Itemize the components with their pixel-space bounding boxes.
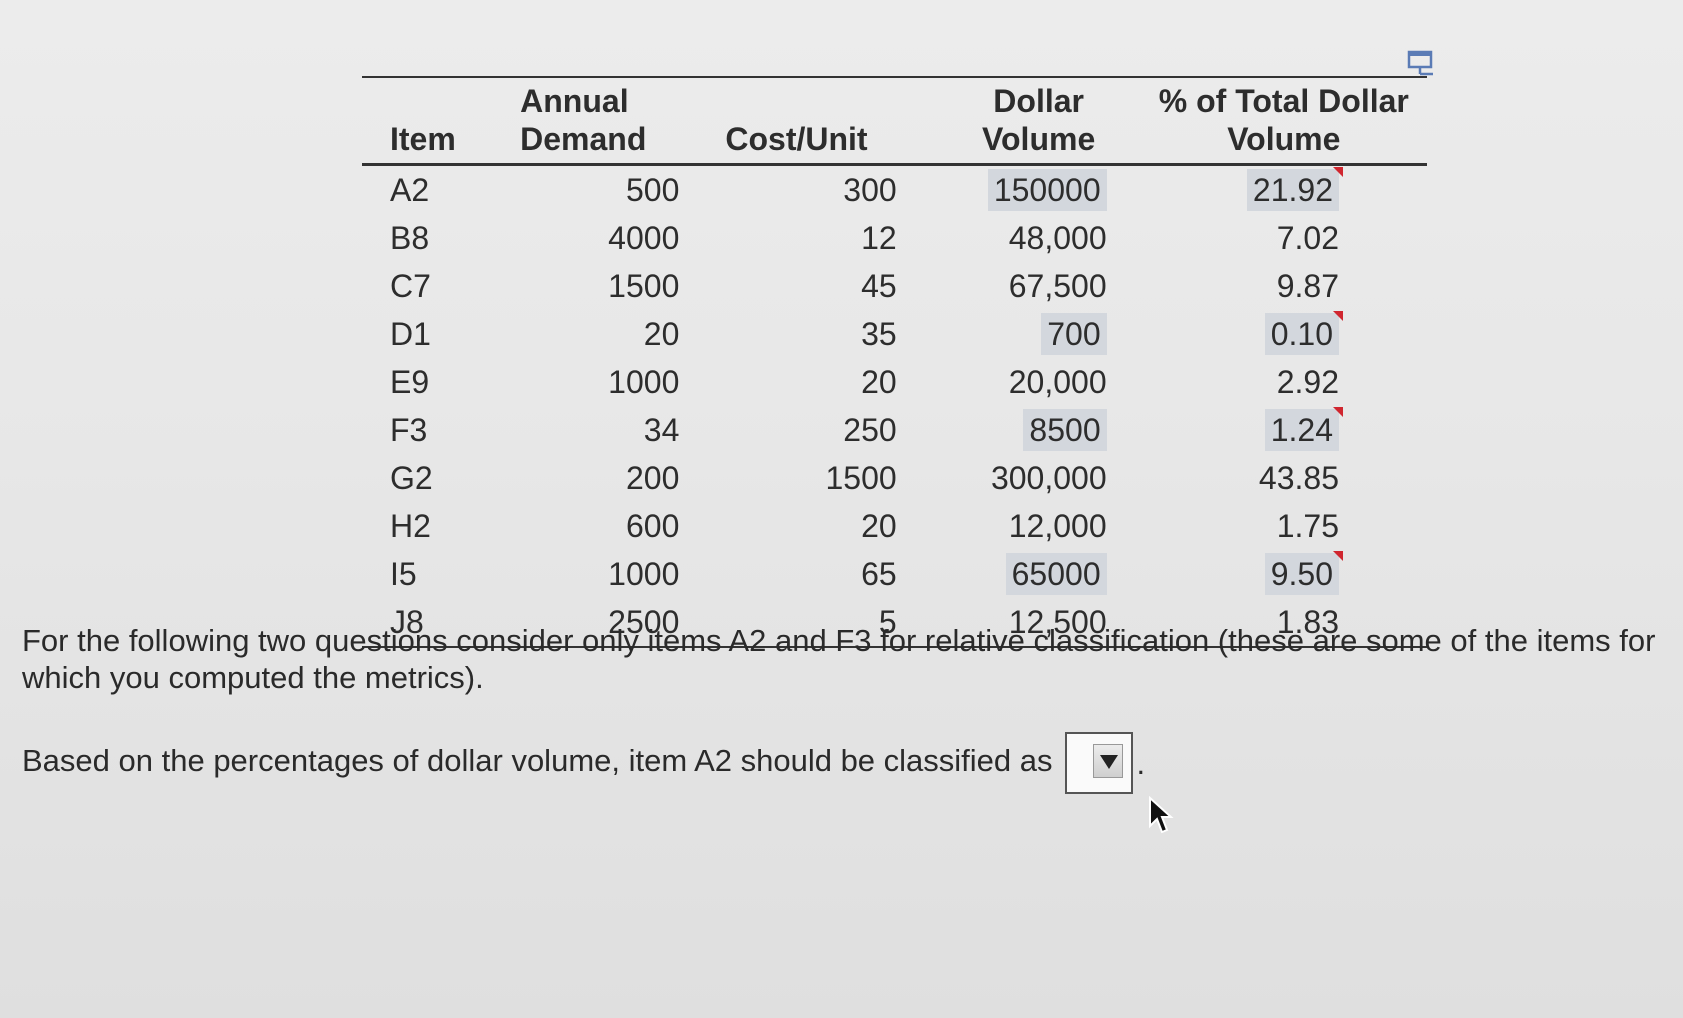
pct-answer-value[interactable]: 21.92 bbox=[1246, 166, 1344, 211]
cell-pct-input[interactable]: 9.50 bbox=[1137, 550, 1427, 598]
cell-item: E9 bbox=[390, 363, 430, 400]
cell-item: D1 bbox=[390, 315, 431, 352]
cell-pct: 1.75 bbox=[1276, 507, 1339, 544]
table-header-row: Item Annual Demand Cost/Unit Dollar Volu… bbox=[362, 82, 1427, 165]
cell-cost: 65 bbox=[861, 555, 897, 592]
sentence-period: . bbox=[1136, 745, 1146, 781]
table-row: B8 4000 12 48,000 7.02 bbox=[362, 214, 1427, 262]
cell-pct: 43.85 bbox=[1258, 459, 1339, 496]
abc-data-table: Item Annual Demand Cost/Unit Dollar Volu… bbox=[362, 82, 1427, 648]
pct-answer-value[interactable]: 1.24 bbox=[1264, 406, 1344, 451]
volume-answer-value[interactable]: 8500 bbox=[1023, 408, 1107, 451]
cell-pct-input[interactable]: 21.92 bbox=[1137, 164, 1427, 214]
pct-answer-value[interactable]: 0.10 bbox=[1264, 310, 1344, 355]
cell-demand: 1000 bbox=[608, 363, 680, 400]
cell-item: J8 bbox=[390, 603, 424, 640]
classification-dropdown[interactable] bbox=[1064, 732, 1133, 794]
table-row: F3 34 250 8500 1.24 bbox=[362, 406, 1427, 454]
question-a2: Based on the percentages of dollar volum… bbox=[22, 732, 1672, 794]
cell-demand: 4000 bbox=[608, 219, 680, 256]
cell-pct-input[interactable]: 1.24 bbox=[1137, 406, 1427, 454]
header-dollar-volume-line2: Volume bbox=[982, 121, 1096, 158]
pct-answer-value[interactable]: 9.50 bbox=[1264, 550, 1344, 595]
cell-volume-input[interactable]: 8500 bbox=[937, 406, 1137, 454]
cell-item: B8 bbox=[390, 219, 430, 256]
volume-answer-value[interactable]: 65000 bbox=[1005, 552, 1107, 595]
cell-demand: 34 bbox=[643, 411, 680, 448]
volume-answer-value[interactable]: 700 bbox=[1041, 312, 1107, 355]
cell-demand: 500 bbox=[625, 171, 680, 208]
header-dollar-volume: Dollar Volume bbox=[937, 82, 1137, 164]
table-row: C7 1500 45 67,500 9.87 bbox=[362, 262, 1427, 310]
cell-volume-input[interactable]: 65000 bbox=[937, 550, 1137, 598]
header-item: Item bbox=[390, 121, 456, 158]
cell-cost: 12 bbox=[861, 219, 897, 256]
cell-volume: 48,000 bbox=[1008, 219, 1107, 256]
cell-volume: 300,000 bbox=[990, 459, 1107, 496]
cell-demand: 1500 bbox=[608, 267, 680, 304]
cell-cost: 20 bbox=[861, 507, 897, 544]
cell-item: C7 bbox=[390, 267, 431, 304]
cell-item: I5 bbox=[390, 555, 417, 592]
table-row: G2 200 1500 300,000 43.85 bbox=[362, 454, 1427, 502]
table-row: I5 1000 65 65000 9.50 bbox=[362, 550, 1427, 598]
header-percent-total-dollar-volume: % of Total Dollar Volume bbox=[1137, 82, 1427, 164]
cell-volume: 12,000 bbox=[1008, 507, 1107, 544]
header-percent-line1: % of Total Dollar bbox=[1158, 83, 1409, 119]
cell-pct: 7.02 bbox=[1276, 219, 1339, 256]
cell-pct-input[interactable]: 0.10 bbox=[1137, 310, 1427, 358]
header-annual-demand: Annual Demand bbox=[520, 83, 647, 158]
cell-cost: 20 bbox=[861, 363, 897, 400]
cell-item: F3 bbox=[390, 411, 428, 448]
dropdown-arrow-icon[interactable] bbox=[1092, 744, 1123, 778]
cell-volume: 67,500 bbox=[1008, 267, 1107, 304]
cell-cost: 35 bbox=[861, 315, 897, 352]
cell-demand: 200 bbox=[625, 459, 680, 496]
cell-cost: 300 bbox=[843, 171, 897, 208]
cell-item: A2 bbox=[390, 171, 430, 208]
table-row: J8 2500 5 12,500 1.83 bbox=[362, 598, 1427, 647]
cell-cost: 45 bbox=[861, 267, 897, 304]
table-row: A2 500 300 150000 21.92 bbox=[362, 164, 1427, 214]
cell-demand: 2500 bbox=[608, 603, 680, 640]
question-a2-text: Based on the percentages of dollar volum… bbox=[22, 743, 1053, 779]
table-row: E9 1000 20 20,000 2.92 bbox=[362, 358, 1427, 406]
cell-pct: 9.87 bbox=[1276, 267, 1339, 304]
cell-cost: 250 bbox=[843, 411, 897, 448]
table-top-rule bbox=[362, 76, 1427, 78]
cell-volume: 12,500 bbox=[1008, 603, 1107, 640]
cell-cost: 1500 bbox=[825, 459, 897, 496]
header-cost-unit: Cost/Unit bbox=[725, 121, 868, 158]
cell-demand: 20 bbox=[643, 315, 680, 352]
cell-pct: 2.92 bbox=[1276, 363, 1339, 400]
cell-demand: 600 bbox=[625, 507, 680, 544]
cell-volume-input[interactable]: 150000 bbox=[937, 164, 1137, 214]
cell-item: G2 bbox=[390, 459, 433, 496]
cell-volume-input[interactable]: 700 bbox=[937, 310, 1137, 358]
cell-pct: 1.83 bbox=[1276, 603, 1339, 640]
cell-volume: 20,000 bbox=[1008, 363, 1107, 400]
question-intro-text: For the following two questions consider… bbox=[22, 623, 1656, 695]
table-row: D1 20 35 700 0.10 bbox=[362, 310, 1427, 358]
cell-demand: 1000 bbox=[608, 555, 680, 592]
table-row: H2 600 20 12,000 1.75 bbox=[362, 502, 1427, 550]
mouse-cursor-icon bbox=[1149, 796, 1174, 834]
header-dollar-volume-line1: Dollar bbox=[993, 83, 1084, 119]
volume-answer-value[interactable]: 150000 bbox=[987, 168, 1107, 211]
cell-cost: 5 bbox=[878, 603, 897, 640]
popout-icon[interactable] bbox=[1406, 50, 1436, 78]
cell-item: H2 bbox=[390, 507, 431, 544]
header-percent-line2: Volume bbox=[1227, 121, 1341, 158]
